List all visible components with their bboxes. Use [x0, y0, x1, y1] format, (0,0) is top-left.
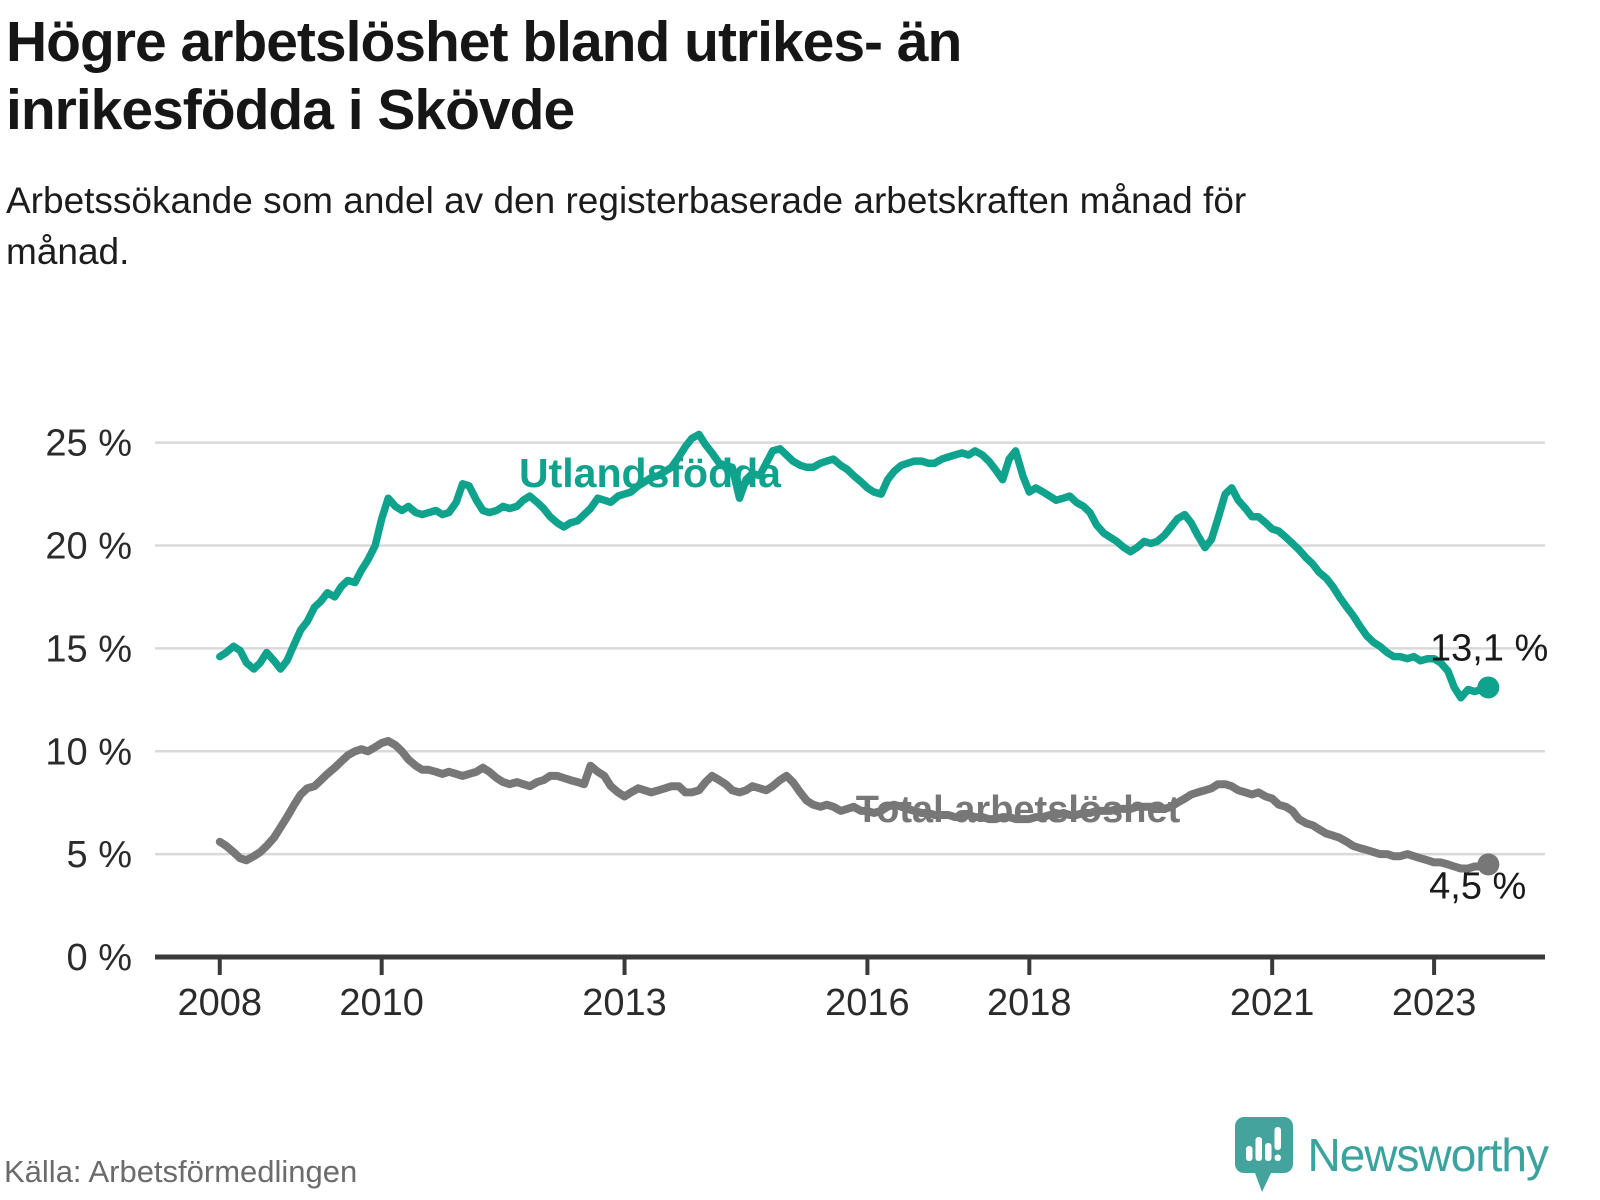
- source-text: Källa: Arbetsförmedlingen: [4, 1154, 358, 1189]
- logo-bar-2: [1255, 1137, 1263, 1161]
- series-end-dot-utlandsfodda: [1477, 676, 1500, 699]
- y-axis-label: 20 %: [45, 526, 132, 568]
- series-value-label-utlandsfodda: 13,1 %: [1430, 627, 1548, 669]
- logo-bar-1: [1246, 1146, 1253, 1161]
- x-tick-label: 2023: [1392, 982, 1477, 1024]
- series-end-dot-total: [1477, 853, 1500, 876]
- x-tick-label: 2010: [339, 982, 424, 1024]
- logo-exclamation-bar: [1274, 1127, 1282, 1150]
- series-value-label-total: 4,5 %: [1429, 865, 1526, 907]
- y-axis-label: 0 %: [67, 937, 132, 979]
- series-label-utlandsfodda: Utlandsfödda: [519, 450, 782, 496]
- y-axis-label: 5 %: [67, 834, 132, 876]
- y-axis-label: 25 %: [45, 423, 132, 465]
- newsworthy-pin-icon: [1235, 1117, 1294, 1192]
- x-tick-label: 2018: [987, 982, 1072, 1024]
- chart-header: Högre arbetslöshet bland utrikes- än inr…: [6, 8, 1346, 277]
- x-tick-label: 2008: [177, 982, 262, 1024]
- series-line-utlandsfodda: [216, 430, 1493, 702]
- series-label-total: Total arbetslöshet: [856, 789, 1181, 831]
- x-tick-label: 2021: [1230, 982, 1315, 1024]
- x-tick-label: 2013: [582, 982, 667, 1024]
- newsworthy-logo: Newsworthy: [1233, 1116, 1549, 1194]
- logo-exclamation-dot: [1274, 1154, 1282, 1161]
- page-subtitle: Arbetssökande som andel av den registerb…: [6, 179, 1247, 272]
- newsworthy-wordmark: Newsworthy: [1307, 1129, 1549, 1181]
- page-title: Högre arbetslöshet bland utrikes- än inr…: [6, 10, 962, 143]
- logo-bar-3: [1265, 1143, 1272, 1161]
- y-axis-label: 15 %: [45, 628, 132, 670]
- y-axis-label: 10 %: [45, 731, 132, 773]
- x-tick-label: 2016: [825, 982, 910, 1024]
- series-line-total: [215, 737, 1493, 873]
